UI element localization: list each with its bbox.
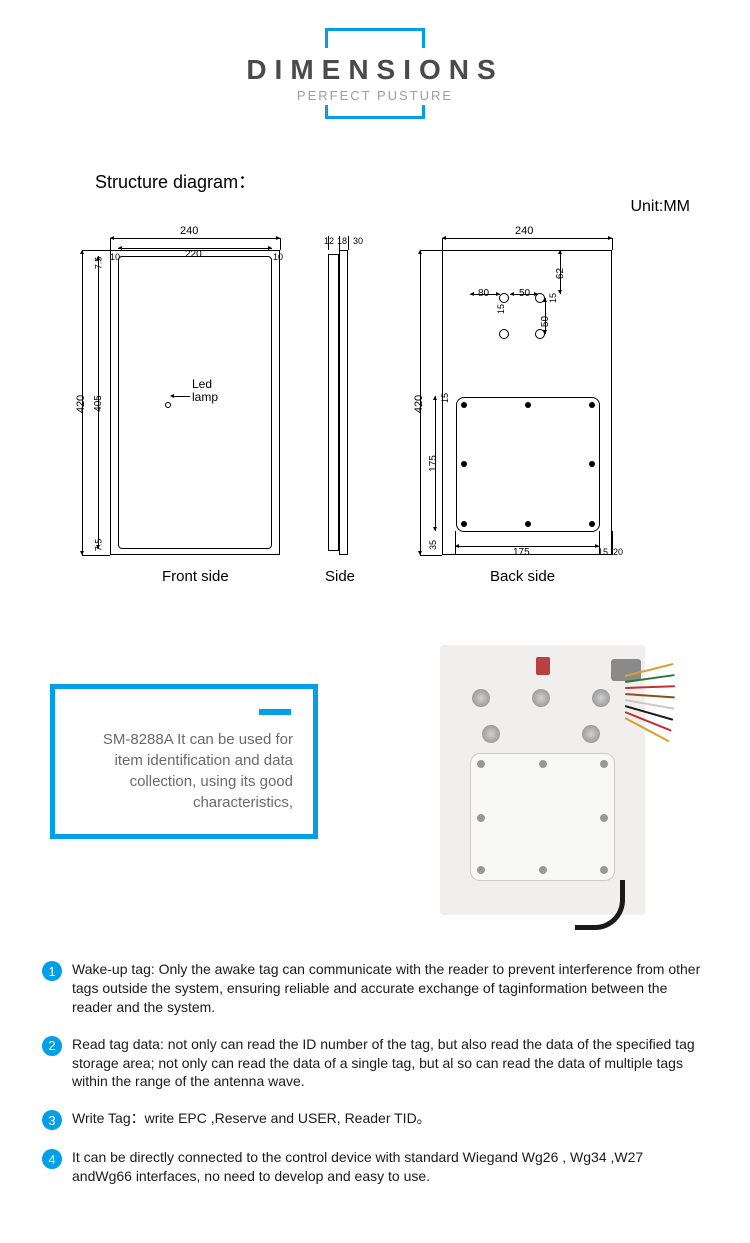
dim-hole-dia: 15 <box>548 293 558 303</box>
side-rect-front <box>328 254 339 551</box>
side-rect-back <box>339 250 348 555</box>
led-arrow <box>174 396 190 397</box>
screw-icon <box>461 521 467 527</box>
antenna-panel <box>470 753 615 881</box>
feature-item: 1 Wake-up tag: Only the awake tag can co… <box>42 960 702 1017</box>
dim-plate-r2: 20 <box>613 547 623 557</box>
screw-icon <box>600 760 608 768</box>
header-bracket-bottom <box>325 105 425 119</box>
led-indicator-icon <box>165 402 171 408</box>
screw-icon <box>600 814 608 822</box>
side-view <box>328 250 352 555</box>
dim-front-margin-b: 7.5 <box>93 539 103 552</box>
screw-icon <box>539 866 547 874</box>
back-label: Back side <box>490 568 555 585</box>
feature-text: Wake-up tag: Only the awake tag can comm… <box>72 960 702 1017</box>
unit-label: Unit:MM <box>630 198 690 216</box>
feature-text: It can be directly connected to the cont… <box>72 1148 702 1186</box>
dim-plate-bottom: 35 <box>428 540 438 550</box>
dim-front-height-val: 420 <box>75 395 87 413</box>
switch-icon <box>536 657 550 675</box>
bolt-icon <box>482 725 500 743</box>
screw-icon <box>525 521 531 527</box>
dim-front-margin-t: 7.5 <box>93 257 103 270</box>
description-text: SM-8288A It can be used for item identif… <box>75 729 293 813</box>
dim-side-3: 30 <box>353 236 363 246</box>
feature-number-badge: 3 <box>42 1110 62 1130</box>
wire-icon <box>625 685 675 689</box>
dim-plate-w-val: 175 <box>513 547 530 558</box>
accent-dash-icon <box>259 709 291 715</box>
cable-icon <box>575 880 625 930</box>
screw-icon <box>477 866 485 874</box>
dim-back-height-val: 420 <box>413 395 425 413</box>
front-label: Front side <box>162 568 229 585</box>
bolt-icon <box>532 689 550 707</box>
bolt-icon <box>472 689 490 707</box>
feature-text: Write Tag：write EPC ,Reserve and USER, R… <box>72 1109 431 1128</box>
dim-back-width-val: 240 <box>515 225 533 237</box>
feature-number-badge: 4 <box>42 1149 62 1169</box>
screw-icon <box>525 402 531 408</box>
structure-diagram: 240 220 10 10 Led lamp 420 405 7.5 7.5 F… <box>70 228 690 608</box>
feature-item: 2 Read tag data: not only can read the I… <box>42 1035 702 1092</box>
bolt-icon <box>592 689 610 707</box>
screw-icon <box>477 760 485 768</box>
front-view: Led lamp <box>110 250 280 555</box>
feature-number-badge: 1 <box>42 961 62 981</box>
product-photo <box>440 645 645 915</box>
mount-hole-icon <box>499 293 509 303</box>
dim-side-1: 12 <box>324 236 334 246</box>
led-label: Led lamp <box>192 378 218 404</box>
page-subtitle: PERFECT PUSTURE <box>0 88 750 103</box>
screw-icon <box>539 760 547 768</box>
dim-plate-inner: 15 <box>440 393 450 403</box>
dim-hole-dia2: 15 <box>496 304 506 314</box>
dim-front-width <box>110 238 280 239</box>
back-plate <box>456 397 600 532</box>
screw-icon <box>461 402 467 408</box>
product-top-panel <box>452 657 633 749</box>
screw-icon <box>477 814 485 822</box>
mount-hole-icon <box>499 329 509 339</box>
wire-icon <box>625 674 675 683</box>
feature-item: 3 Write Tag：write EPC ,Reserve and USER,… <box>42 1109 702 1130</box>
screw-icon <box>589 461 595 467</box>
side-label: Side <box>325 568 355 585</box>
feature-number-badge: 2 <box>42 1036 62 1056</box>
screw-icon <box>589 402 595 408</box>
dim-front-inner-height-val: 405 <box>93 395 104 412</box>
features-list: 1 Wake-up tag: Only the awake tag can co… <box>42 960 702 1204</box>
feature-text: Read tag data: not only can read the ID … <box>72 1035 702 1092</box>
bolt-icon <box>582 725 600 743</box>
wire-bundle <box>625 673 675 743</box>
structure-label: Structure diagram： <box>95 168 256 194</box>
dim-back-width <box>442 238 612 239</box>
screw-icon <box>461 461 467 467</box>
screw-icon <box>589 521 595 527</box>
wire-icon <box>625 693 675 698</box>
header: DIMENSIONS PERFECT PUSTURE <box>0 0 750 103</box>
description-box: SM-8288A It can be used for item identif… <box>50 684 318 839</box>
dim-plate-h-val: 175 <box>428 455 439 472</box>
feature-item: 4 It can be directly connected to the co… <box>42 1148 702 1186</box>
header-bracket-top <box>325 28 425 48</box>
screw-icon <box>600 866 608 874</box>
dim-front-width-val: 240 <box>180 225 198 237</box>
